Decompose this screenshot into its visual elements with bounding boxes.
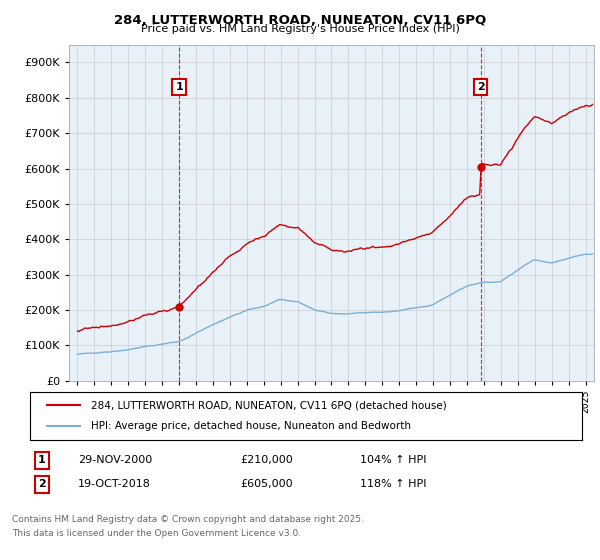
Text: HPI: Average price, detached house, Nuneaton and Bedworth: HPI: Average price, detached house, Nune… [91,421,411,431]
Text: £605,000: £605,000 [240,479,293,489]
Text: 1: 1 [38,455,46,465]
Text: This data is licensed under the Open Government Licence v3.0.: This data is licensed under the Open Gov… [12,529,301,538]
Text: 2: 2 [38,479,46,489]
Text: 284, LUTTERWORTH ROAD, NUNEATON, CV11 6PQ (detached house): 284, LUTTERWORTH ROAD, NUNEATON, CV11 6P… [91,400,446,410]
Text: Contains HM Land Registry data © Crown copyright and database right 2025.: Contains HM Land Registry data © Crown c… [12,515,364,524]
Text: Price paid vs. HM Land Registry's House Price Index (HPI): Price paid vs. HM Land Registry's House … [140,24,460,34]
Text: 29-NOV-2000: 29-NOV-2000 [78,455,152,465]
Text: 104% ↑ HPI: 104% ↑ HPI [360,455,427,465]
Text: 118% ↑ HPI: 118% ↑ HPI [360,479,427,489]
Text: 2: 2 [476,82,484,92]
Text: 19-OCT-2018: 19-OCT-2018 [78,479,151,489]
Text: 284, LUTTERWORTH ROAD, NUNEATON, CV11 6PQ: 284, LUTTERWORTH ROAD, NUNEATON, CV11 6P… [114,14,486,27]
Text: 1: 1 [175,82,183,92]
Text: £210,000: £210,000 [240,455,293,465]
